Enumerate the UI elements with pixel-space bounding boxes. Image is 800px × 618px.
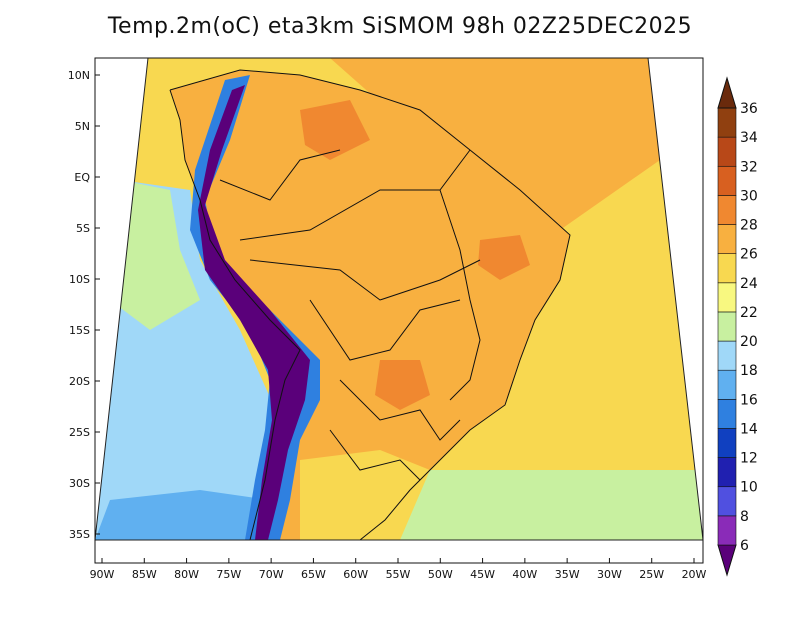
ocean-cool-field-atlantic [400,470,703,540]
lon-tick-label: 65W [301,568,326,581]
colorbar-bin [717,136,737,167]
colorbar-bin [717,311,737,342]
lat-tick-label: 10S [69,273,90,286]
latitude-axis: 10N 5N EQ 5S 10S 15S 20S 25S 30S 35S [68,69,100,541]
lon-tick-label: 30W [597,568,622,581]
lat-tick-label: 20S [69,375,90,388]
border-central [249,259,481,301]
lon-tick-label: 45W [470,568,495,581]
lat-tick-label: 5N [75,120,90,133]
colorbar-label: 34 [740,130,758,146]
colorbar-bin [717,253,737,284]
colorbar-label: 14 [740,421,758,437]
colorbar-label: 28 [740,218,758,234]
border-bolivia [309,299,461,361]
lon-tick-label: 50W [428,568,453,581]
colorbar-bin [717,282,737,313]
border-paraguay [339,379,461,441]
lat-tick-label: 5S [76,222,90,235]
ocean-green-field-pacific [110,180,200,330]
colorbar-label: 12 [740,451,758,467]
lon-tick-label: 25W [639,568,664,581]
lon-tick-label: 40W [512,568,537,581]
lat-tick-label: 10N [68,69,90,82]
country-borders [169,69,571,540]
border-states [439,189,481,401]
colorbar-label: 22 [740,305,758,321]
colorbar-label: 36 [740,101,758,117]
colorbar-label: 30 [740,188,758,204]
lat-tick-label: EQ [74,171,90,184]
land-hot-patch-3 [300,100,370,160]
axes-box [94,57,704,564]
colorbar-label: 20 [740,334,758,350]
border-colombia [219,149,341,201]
colorbar-label: 10 [740,480,758,496]
coastline-west [169,89,301,540]
land-cool-south [300,450,430,540]
lon-tick-label: 60W [343,568,368,581]
colorbar-bin [717,486,737,517]
colorbar-bin [717,165,737,196]
lon-tick-label: 55W [386,568,411,581]
longitude-axis: 90W 85W 80W 75W 70W 65W 60W 55W 50W 45W 40W 35W 30W 2… [90,558,707,581]
colorbar-min-arrow [717,544,737,577]
border-uruguay [329,429,421,481]
colorbar-bin [717,428,737,458]
colorbar-bin [717,107,737,138]
lon-tick-label: 70W [259,568,284,581]
colorbar-label: 26 [740,247,758,263]
colorbar-bin [717,457,737,488]
land-hot-patch-1 [375,360,430,410]
ocean-hot-field [330,58,660,230]
colorbar-bin [717,399,737,429]
land-hot-patch-2 [478,235,530,280]
colorbar-label: 18 [740,363,758,379]
lat-tick-label: 30S [69,477,90,490]
ocean-cooler-field-south [95,490,280,540]
colorbar-bin [717,515,737,546]
colorbar: 6 8 10 12 14 16 18 20 22 24 26 28 30 32 34 36 [717,76,758,577]
map-region [94,57,704,541]
colorbar-label: 16 [740,392,758,408]
map-title: Temp.2m(oC) eta3km SiSMOM 98h 02Z25DEC20… [107,14,693,39]
colorbar-max-arrow [717,76,737,109]
colorbar-bin [717,340,737,371]
colorbar-bin [717,195,737,225]
border-amazon [239,149,471,241]
land-mass [170,70,570,540]
colorbar-bin [717,369,737,400]
colorbar-bin [717,224,737,254]
lat-tick-label: 15S [69,324,90,337]
lat-tick-label: 35S [69,528,90,541]
lon-tick-label: 80W [174,568,199,581]
colorbar-label: 8 [740,509,749,525]
lon-tick-label: 20W [682,568,707,581]
lat-tick-label: 25S [69,426,90,439]
lon-tick-label: 35W [555,568,580,581]
lon-tick-label: 90W [90,568,115,581]
andes-band-cold [198,85,310,540]
lon-tick-label: 75W [216,568,241,581]
colorbar-label: 24 [740,276,758,292]
colorbar-label: 6 [740,538,749,554]
lon-tick-label: 85W [132,568,157,581]
colorbar-label: 32 [740,159,758,175]
coastline-east [169,69,571,540]
